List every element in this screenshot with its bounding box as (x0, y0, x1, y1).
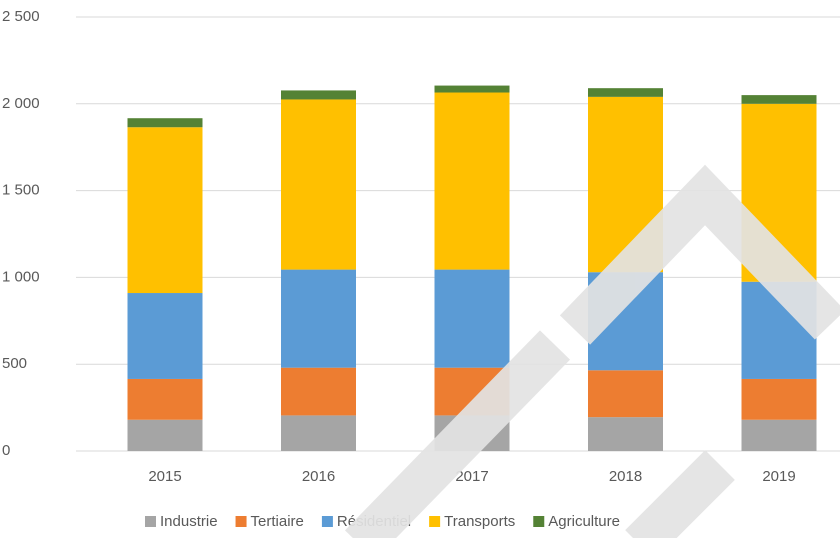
bar-segment (741, 378, 817, 420)
bar-segment (588, 370, 663, 418)
bar-segment (281, 367, 356, 416)
x-tick-label: 2018 (609, 468, 642, 485)
bar-segment (588, 417, 663, 451)
bar-segment (127, 127, 203, 294)
y-tick-label: 0 (2, 442, 10, 459)
legend-label: Industrie (160, 513, 218, 530)
x-tick-label: 2015 (148, 468, 181, 485)
bar-segment (741, 419, 817, 451)
legend-label: Agriculture (548, 513, 620, 530)
watermark-stroke (559, 164, 840, 345)
legend-swatch (145, 516, 156, 527)
bar-segment (434, 85, 510, 93)
bar-segment (741, 95, 817, 104)
legend-swatch (429, 516, 441, 527)
bar-segment (281, 99, 356, 270)
x-tick-label: 2017 (455, 468, 488, 485)
legend-label: Tertiaire (251, 513, 304, 530)
x-tick-label: 2019 (762, 468, 795, 485)
watermark (344, 164, 840, 538)
y-tick-label: 500 (2, 355, 27, 372)
bar-segment (434, 269, 510, 368)
y-tick-label: 1 000 (2, 268, 40, 285)
plot-area: 0 500 1 000 1 500 2 000 2 500 2015 2016 2017 2018… (2, 8, 840, 530)
bar-segment (588, 88, 663, 97)
y-tick-label: 2 000 (2, 95, 40, 112)
legend-swatch (533, 516, 545, 527)
bar-segment (127, 118, 203, 128)
bar-segment (281, 269, 356, 368)
legend-swatch (321, 516, 333, 527)
bar-segment (281, 415, 356, 451)
bar-segment (127, 293, 203, 379)
legend-label: Transports (444, 513, 515, 530)
y-tick-label: 2 500 (2, 8, 40, 25)
bar-segment (127, 419, 203, 451)
bar-segment (127, 378, 203, 420)
watermark-stroke (344, 330, 571, 538)
watermark-stroke (625, 450, 735, 538)
bar-segment (281, 90, 356, 100)
legend-swatch (235, 516, 247, 527)
bar-segment (434, 92, 510, 270)
x-tick-label: 2016 (302, 468, 335, 485)
y-tick-label: 1 500 (2, 182, 40, 199)
